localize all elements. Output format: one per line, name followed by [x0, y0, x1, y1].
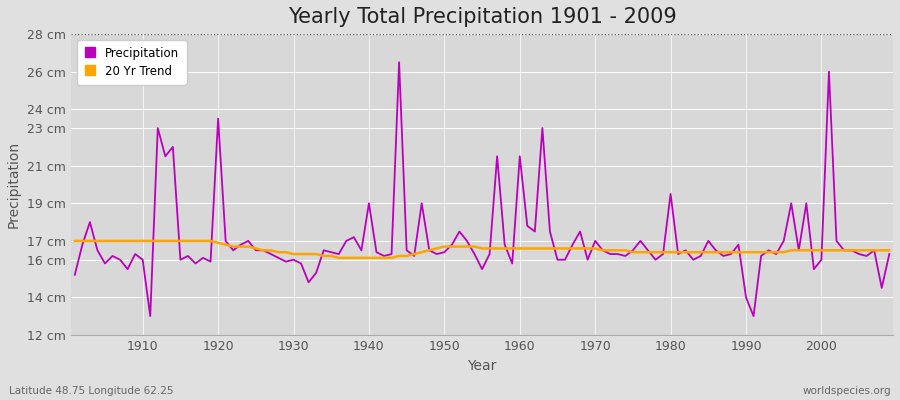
Text: worldspecies.org: worldspecies.org [803, 386, 891, 396]
Legend: Precipitation, 20 Yr Trend: Precipitation, 20 Yr Trend [77, 40, 186, 85]
Title: Yearly Total Precipitation 1901 - 2009: Yearly Total Precipitation 1901 - 2009 [288, 7, 677, 27]
Y-axis label: Precipitation: Precipitation [7, 141, 21, 228]
X-axis label: Year: Year [467, 359, 497, 373]
Text: Latitude 48.75 Longitude 62.25: Latitude 48.75 Longitude 62.25 [9, 386, 174, 396]
